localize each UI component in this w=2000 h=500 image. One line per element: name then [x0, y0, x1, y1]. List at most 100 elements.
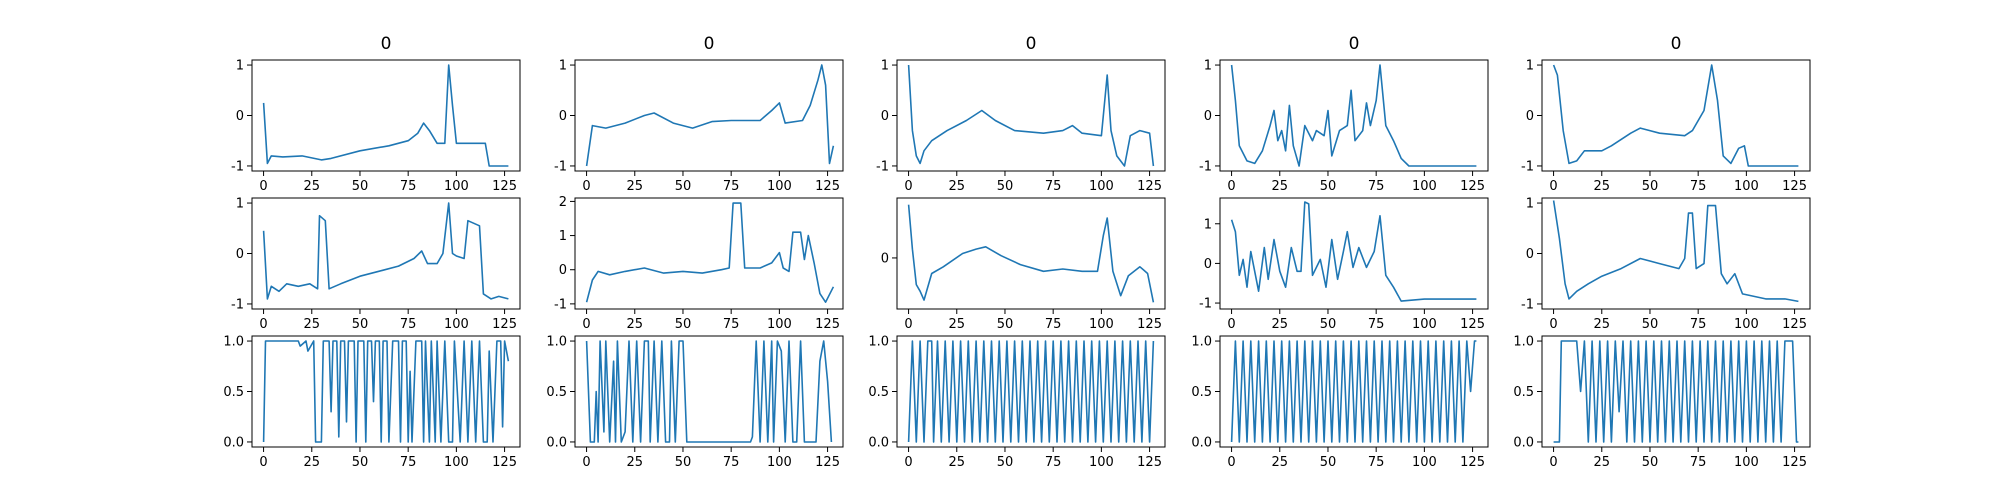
- y-tick-label: -1: [876, 159, 889, 174]
- y-tick-label: -1: [1521, 159, 1534, 174]
- x-tick-label: 25: [303, 179, 320, 194]
- axes-frame: [251, 197, 521, 310]
- x-tick-label: 50: [997, 455, 1014, 470]
- x-tick-label: 0: [582, 179, 590, 194]
- y-tick-label: 1.0: [868, 335, 889, 350]
- x-tick-label: 100: [767, 179, 792, 194]
- subplot-r1-c1: 0 25 50 75 100 125 -1 0 1: [231, 59, 521, 194]
- x-tick-label: 50: [352, 317, 369, 332]
- series-line: [585, 202, 835, 303]
- x-tick-label: 75: [1045, 455, 1062, 470]
- x-tick-label: 50: [675, 455, 692, 470]
- x-tick-label: 100: [1734, 179, 1759, 194]
- column-title: 0: [1670, 34, 1682, 54]
- x-tick-label: 75: [400, 179, 417, 194]
- y-tick-label: 0: [1526, 247, 1534, 262]
- x-tick-label: 0: [259, 455, 267, 470]
- x-tick-label: 75: [1368, 317, 1385, 332]
- series-line: [1230, 64, 1477, 167]
- x-tick-label: 25: [1593, 179, 1610, 194]
- y-tick-label: 1.0: [546, 335, 567, 350]
- subplot-r2-c1: 0 25 50 75 100 125 -1 0 1: [231, 197, 521, 332]
- x-tick-label: 0: [904, 179, 912, 194]
- x-tick-label: 100: [444, 179, 469, 194]
- x-tick-label: 75: [723, 455, 740, 470]
- y-tick-label: 0.5: [868, 385, 889, 400]
- series-line: [262, 202, 509, 300]
- y-tick-label: 0.0: [223, 435, 244, 450]
- y-tick-label: 1: [1526, 197, 1534, 212]
- series-line: [907, 204, 1155, 303]
- series-line: [585, 64, 835, 167]
- y-tick-label: 0.0: [546, 435, 567, 450]
- x-tick-label: 25: [1271, 317, 1288, 332]
- axes-frame: [896, 59, 1166, 172]
- x-tick-label: 50: [997, 317, 1014, 332]
- x-tick-label: 25: [626, 455, 643, 470]
- x-tick-label: 75: [1368, 179, 1385, 194]
- x-tick-label: 25: [303, 455, 320, 470]
- x-tick-label: 25: [1271, 179, 1288, 194]
- x-tick-label: 100: [767, 455, 792, 470]
- y-tick-label: -1: [231, 297, 244, 312]
- series-line: [262, 64, 509, 167]
- y-tick-label: 1: [881, 59, 889, 74]
- x-tick-label: 50: [1320, 317, 1337, 332]
- x-tick-label: 125: [1460, 179, 1485, 194]
- y-tick-label: 1: [1204, 217, 1212, 232]
- x-tick-label: 125: [1137, 179, 1162, 194]
- subplot-r3-c1: 0 25 50 75 100 125 0.0 0.5 1.0: [223, 335, 521, 470]
- x-tick-label: 50: [675, 317, 692, 332]
- y-tick-label: 0.0: [868, 435, 889, 450]
- x-tick-label: 0: [1227, 179, 1235, 194]
- y-tick-label: 0.0: [1191, 435, 1212, 450]
- x-tick-label: 50: [1642, 317, 1659, 332]
- x-tick-label: 25: [1593, 317, 1610, 332]
- x-tick-label: 125: [815, 179, 840, 194]
- series-line: [907, 64, 1155, 167]
- y-tick-label: 0: [1526, 109, 1534, 124]
- series-line: [1552, 200, 1799, 303]
- x-tick-label: 125: [1782, 179, 1807, 194]
- x-tick-label: 0: [1227, 317, 1235, 332]
- x-tick-label: 25: [948, 455, 965, 470]
- column-title: 0: [1025, 34, 1037, 54]
- x-tick-label: 50: [1320, 455, 1337, 470]
- x-tick-label: 75: [723, 179, 740, 194]
- subplot-r3-c2: 0 25 50 75 100 125 0.0 0.5 1.0: [546, 335, 844, 470]
- x-tick-label: 125: [492, 317, 517, 332]
- y-tick-label: 0.5: [223, 385, 244, 400]
- y-tick-label: -1: [554, 297, 567, 312]
- x-tick-label: 0: [1549, 455, 1557, 470]
- x-tick-label: 75: [1045, 317, 1062, 332]
- x-tick-label: 25: [626, 179, 643, 194]
- x-tick-label: 0: [582, 455, 590, 470]
- x-tick-label: 0: [1549, 179, 1557, 194]
- subplot-r3-c5: 0 25 50 75 100 125 0.0 0.5 1.0: [1513, 335, 1811, 470]
- y-tick-label: -1: [554, 159, 567, 174]
- y-tick-label: 1.0: [223, 335, 244, 350]
- subplot-r2-c3: 0 25 50 75 100 125 0: [881, 197, 1166, 332]
- y-tick-label: 0: [1204, 109, 1212, 124]
- y-tick-label: -1: [1521, 297, 1534, 312]
- y-tick-label: 0.5: [546, 385, 567, 400]
- y-tick-label: -1: [1199, 297, 1212, 312]
- x-tick-label: 50: [352, 179, 369, 194]
- x-tick-label: 100: [1734, 455, 1759, 470]
- x-tick-label: 0: [259, 179, 267, 194]
- subplot-r3-c4: 0 25 50 75 100 125 0.0 0.5 1.0: [1191, 335, 1489, 470]
- x-tick-label: 25: [948, 179, 965, 194]
- series-line: [907, 340, 1155, 443]
- x-tick-label: 100: [1734, 317, 1759, 332]
- axes-frame: [574, 197, 844, 310]
- subplot-r1-c3: 0 25 50 75 100 125 -1 0 1: [876, 59, 1166, 194]
- x-tick-label: 0: [582, 317, 590, 332]
- subplot-r2-c5: 0 25 50 75 100 125 -1 0 1: [1521, 197, 1811, 332]
- y-tick-label: 0.5: [1513, 385, 1534, 400]
- x-tick-label: 75: [1368, 455, 1385, 470]
- x-tick-label: 100: [1412, 455, 1437, 470]
- x-tick-label: 50: [997, 179, 1014, 194]
- y-tick-label: 0: [559, 109, 567, 124]
- y-tick-label: 1: [1204, 59, 1212, 74]
- y-tick-label: -1: [1199, 159, 1212, 174]
